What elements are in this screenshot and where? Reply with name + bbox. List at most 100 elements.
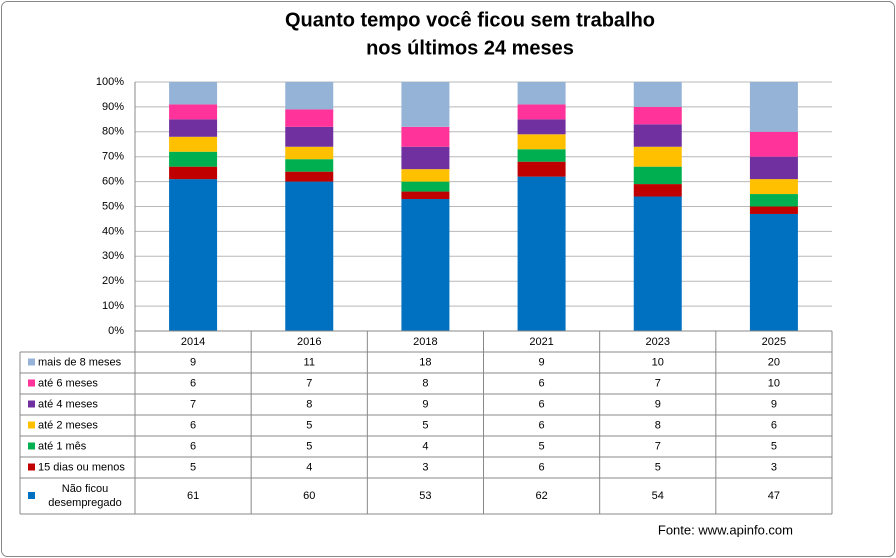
bar-segment (169, 179, 218, 331)
legend-label: mais de 8 meses (38, 356, 122, 368)
table-value: 5 (771, 440, 777, 452)
y-tick-label: 0% (108, 325, 124, 337)
bar-segment (401, 146, 450, 170)
chart-title: nos últimos 24 meses (366, 37, 574, 59)
bar-segment (169, 151, 218, 167)
x-tick-label: 2023 (646, 336, 670, 348)
table-value: 5 (306, 419, 312, 431)
bar-segment (285, 181, 334, 331)
bar-segment (285, 159, 334, 172)
bar-segment (517, 176, 566, 331)
bar-segment (285, 126, 334, 147)
x-tick-label: 2016 (297, 336, 321, 348)
y-tick-label: 40% (102, 225, 124, 237)
y-tick-label: 80% (102, 126, 124, 138)
table-value: 18 (419, 356, 431, 368)
legend-swatch (28, 400, 35, 408)
bar-segment (169, 82, 218, 105)
y-tick-label: 50% (102, 200, 124, 212)
table-value: 9 (539, 356, 545, 368)
table-value: 4 (306, 461, 312, 473)
bar-segment (633, 196, 682, 331)
bar-segment (285, 146, 334, 160)
y-tick-label: 10% (102, 300, 124, 312)
bar-segment (169, 104, 218, 120)
bar-segment (749, 156, 798, 180)
bar-segment (517, 149, 566, 162)
table-value: 7 (655, 377, 661, 389)
bar-segment (401, 191, 450, 200)
table-value: 6 (771, 419, 777, 431)
table-value: 5 (306, 440, 312, 452)
table-value: 3 (771, 461, 777, 473)
legend-swatch (28, 358, 35, 366)
table-value: 61 (187, 490, 199, 502)
bar-segment (169, 136, 218, 152)
y-tick-label: 100% (96, 76, 124, 88)
table-value: 9 (422, 398, 428, 410)
table-value: 9 (190, 356, 196, 368)
table-value: 5 (539, 440, 545, 452)
bar-segment (749, 213, 798, 331)
legend-label: até 1 mês (38, 440, 87, 452)
table-value: 47 (768, 490, 780, 502)
x-tick-label: 2025 (762, 336, 786, 348)
x-tick-label: 2014 (181, 336, 205, 348)
legend-swatch (28, 421, 35, 429)
table-value: 9 (655, 398, 661, 410)
table-value: 5 (422, 419, 428, 431)
bar-segment (633, 184, 682, 197)
bar-segment (285, 109, 334, 127)
table-value: 8 (422, 377, 428, 389)
table-value: 4 (422, 440, 428, 452)
table-value: 60 (303, 490, 315, 502)
legend-label: até 4 meses (38, 398, 98, 410)
legend-swatch (28, 442, 35, 450)
bar-segment (401, 199, 450, 331)
legend-label: até 2 meses (38, 419, 98, 431)
bar-segment (285, 171, 334, 182)
bar-segment (749, 206, 798, 214)
table-value: 10 (768, 377, 780, 389)
x-tick-label: 2021 (529, 336, 553, 348)
bar-segment (401, 181, 450, 192)
source-note: Fonte: www.apinfo.com (658, 522, 793, 537)
table-value: 10 (652, 356, 664, 368)
table-value: 6 (539, 398, 545, 410)
table-value: 53 (419, 490, 431, 502)
bar-segment (285, 82, 334, 110)
legend-swatch (28, 379, 35, 387)
bar-segment (517, 82, 566, 105)
table-value: 11 (304, 356, 315, 368)
y-tick-label: 70% (102, 151, 124, 163)
y-tick-label: 60% (102, 176, 124, 188)
table-value: 8 (306, 398, 312, 410)
bar-segment (517, 119, 566, 135)
legend-swatch (28, 463, 35, 471)
table-value: 7 (655, 440, 661, 452)
table-value: 8 (655, 419, 661, 431)
table-value: 3 (422, 461, 428, 473)
table-value: 20 (768, 356, 780, 368)
bar-segment (169, 166, 218, 180)
chart-title: Quanto tempo você ficou sem trabalho (285, 9, 655, 31)
table-value: 6 (539, 377, 545, 389)
table-value: 54 (652, 490, 664, 502)
table-value: 6 (539, 419, 545, 431)
table-value: 6 (190, 440, 196, 452)
bar-segment (633, 124, 682, 147)
legend-label: 15 dias ou menos (38, 461, 125, 473)
y-tick-label: 90% (102, 101, 124, 113)
legend-label: Não ficou desempregado (48, 483, 122, 509)
table-value: 62 (535, 490, 547, 502)
x-tick-label: 2018 (413, 336, 437, 348)
table-value: 5 (190, 461, 196, 473)
bar-segment (749, 131, 798, 157)
bar-segment (749, 194, 798, 207)
bar-segment (517, 161, 566, 177)
table-value: 7 (306, 377, 312, 389)
bar-segment (169, 119, 218, 137)
bar-segment (749, 179, 798, 195)
y-tick-label: 30% (102, 250, 124, 262)
